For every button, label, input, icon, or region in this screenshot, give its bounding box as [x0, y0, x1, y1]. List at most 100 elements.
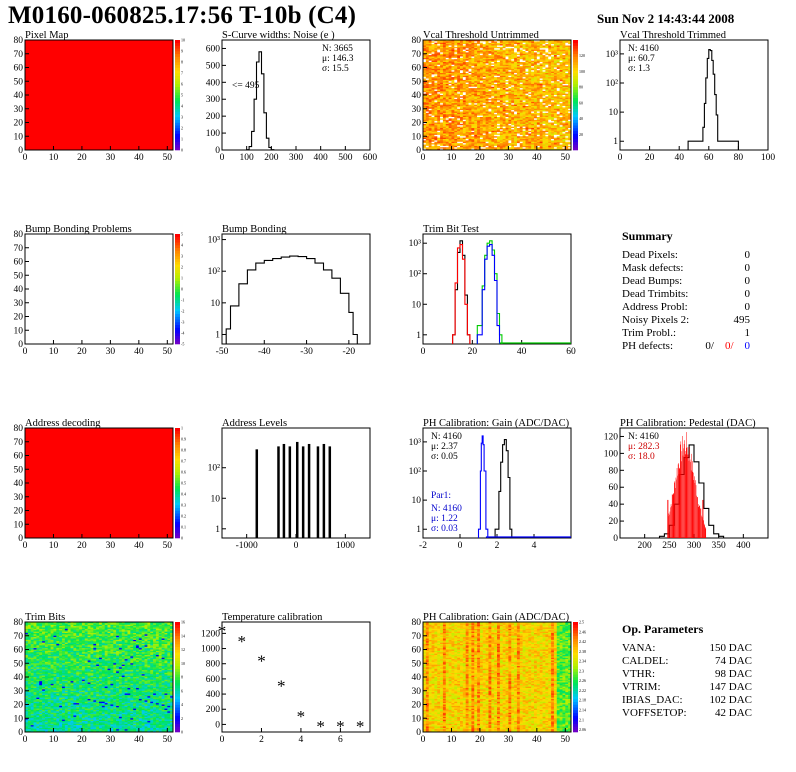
heatmap-cell [522, 46, 526, 49]
heatmap-cell [460, 86, 464, 89]
heatmap-cell [440, 73, 444, 75]
heatmap-cell [514, 52, 518, 55]
heatmap-cell [451, 89, 455, 92]
heatmap-cell [482, 89, 486, 92]
heatmap-cell [468, 75, 472, 78]
heatmap-cell [471, 60, 475, 63]
heatmap-cell [440, 97, 444, 100]
heatmap-cell [556, 62, 560, 64]
heatmap-cell [508, 73, 512, 75]
heatmap-cell [423, 60, 427, 63]
heatmap-cell [499, 66, 503, 68]
heatmap-cell [553, 82, 558, 85]
heatmap-cell [471, 70, 475, 72]
heatmap-cell [477, 86, 481, 89]
heatmap-cell [502, 53, 506, 56]
heatmap-cell [568, 108, 572, 111]
heatmap-cell [511, 74, 515, 77]
heatmap-cell [525, 44, 529, 46]
heatmap-cell [536, 71, 540, 74]
heatmap-cell [502, 46, 506, 49]
heatmap-cell [442, 107, 447, 110]
heatmap-cell [494, 93, 498, 96]
heatmap-cell [536, 118, 540, 121]
y-tick-label: 40 [14, 285, 24, 295]
chart-title: Address Levels [222, 418, 287, 429]
heatmap-cell [437, 100, 441, 103]
heatmap-cell [462, 79, 466, 82]
heatmap-cell [494, 57, 498, 60]
heatmap-cell [565, 121, 569, 123]
colorbar-segment [175, 488, 180, 492]
heatmap-cell [536, 56, 540, 59]
heatmap-cell [539, 118, 543, 121]
heatmap-cell [457, 88, 461, 90]
heatmap-cell [468, 114, 472, 116]
heatmap-cell [545, 45, 549, 48]
heatmap-cell [536, 66, 540, 68]
heatmap-cell [522, 63, 526, 66]
heatmap-cell [482, 55, 486, 57]
heatmap-cell [528, 97, 532, 100]
heatmap-cell [542, 41, 546, 44]
heatmap-cell [479, 117, 484, 119]
heatmap-cell [479, 89, 484, 92]
colorbar-segment [175, 430, 180, 434]
heatmap-cell [531, 121, 535, 123]
heatmap-cell [434, 68, 438, 71]
heatmap-cell [502, 96, 506, 99]
heatmap-cell [423, 77, 427, 79]
heatmap-cell [559, 52, 563, 55]
heatmap-cell [528, 108, 532, 111]
colorbar-segment [175, 141, 180, 145]
heatmap-cell [508, 45, 512, 48]
colorbar-segment [175, 234, 180, 238]
heatmap-cell [522, 49, 526, 52]
heatmap-cell [522, 118, 526, 121]
heatmap-cell [536, 110, 540, 112]
heatmap-cell [502, 70, 506, 72]
heatmap-cell [423, 51, 427, 53]
heatmap-cell [482, 46, 486, 49]
heatmap-cell [534, 121, 538, 123]
heatmap-cell [468, 101, 472, 104]
heatmap-cell [545, 97, 549, 100]
heatmap-cell [488, 97, 492, 100]
heatmap-cell [425, 51, 429, 53]
heatmap-cell [522, 119, 526, 122]
heatmap-cell [545, 64, 549, 67]
heatmap-cell [556, 48, 560, 50]
heatmap-cell [437, 117, 441, 119]
heatmap-cell [468, 62, 472, 64]
heatmap-cell [568, 93, 572, 96]
heatmap-cell [522, 117, 526, 119]
heatmap-cell [428, 89, 432, 92]
heatmap-cell [425, 45, 429, 48]
y-tick-label: 0 [18, 146, 23, 156]
heatmap-cell [539, 96, 543, 99]
heatmap-cell [553, 103, 558, 105]
heatmap-cell [499, 57, 503, 60]
heatmap-cell [451, 56, 455, 59]
heatmap-cell [488, 49, 492, 52]
heatmap-cell [502, 85, 506, 88]
colorbar-segment [175, 494, 180, 498]
heatmap-cell [460, 42, 464, 45]
y-tick-label: 50 [412, 77, 422, 87]
heatmap-cell [437, 45, 441, 48]
heatmap-cell [511, 81, 515, 83]
heatmap-cell [425, 77, 429, 79]
heatmap-cell [551, 100, 555, 103]
heatmap-cell [477, 119, 481, 122]
heatmap-cell [502, 56, 506, 59]
heatmap-cell [479, 51, 484, 53]
heatmap-cell [434, 96, 438, 99]
heatmap-cell [440, 59, 444, 61]
heatmap-cell [474, 90, 478, 93]
heatmap-cell [425, 90, 429, 93]
heatmap-cell [442, 79, 447, 82]
heatmap-cell [440, 88, 444, 90]
heatmap-cell [425, 114, 429, 116]
heatmap-cell [423, 96, 427, 99]
